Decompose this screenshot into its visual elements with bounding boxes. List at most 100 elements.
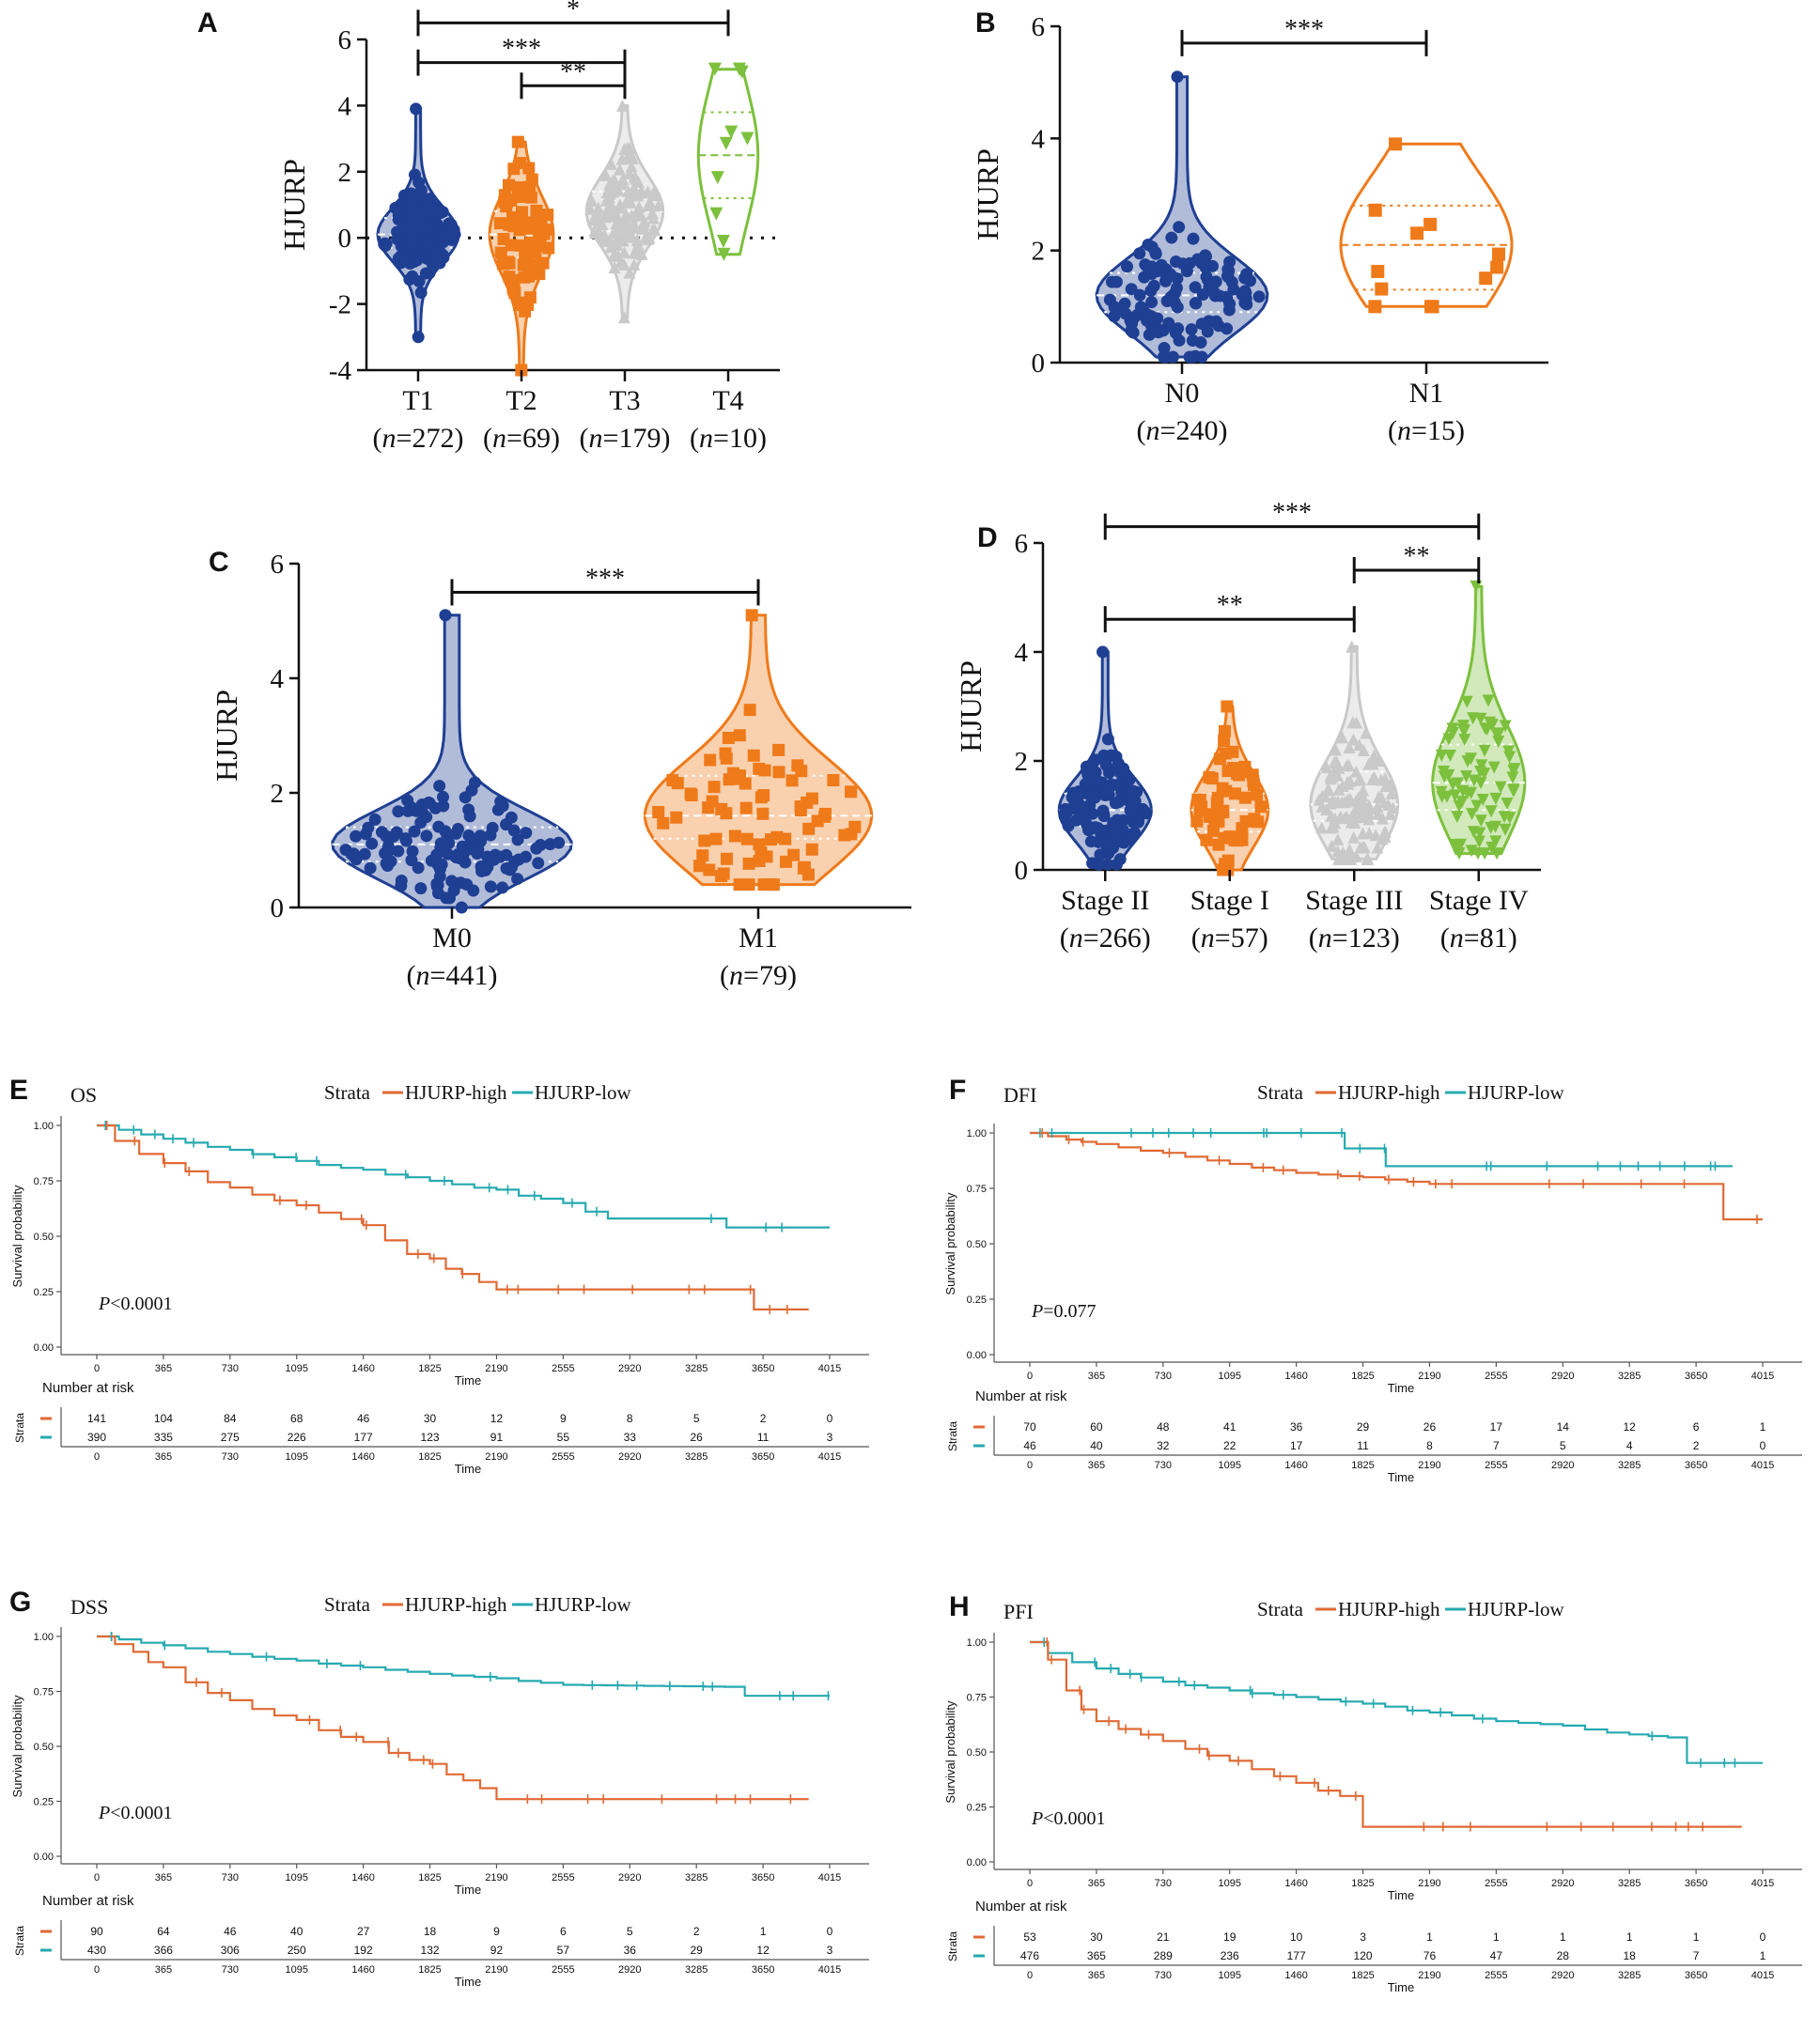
data-point <box>419 202 432 215</box>
data-point <box>1216 782 1229 795</box>
data-point <box>1210 815 1223 829</box>
data-point <box>1442 768 1455 782</box>
data-point <box>1088 791 1101 804</box>
data-point <box>1140 807 1153 820</box>
data-point <box>392 209 405 222</box>
data-point <box>1371 264 1385 278</box>
data-point <box>1458 734 1471 747</box>
y-axis-label: HJURP <box>971 148 1004 240</box>
x-tick-label: 2920 <box>618 1872 641 1884</box>
y-tick-label: 0.50 <box>34 1742 54 1753</box>
panel-letter: C <box>209 547 229 578</box>
data-point <box>595 229 608 242</box>
data-point <box>1223 830 1237 844</box>
data-point <box>448 228 461 241</box>
data-point <box>1385 786 1398 799</box>
risk-count-low: 192 <box>354 1944 373 1957</box>
data-point <box>444 218 458 231</box>
data-point <box>646 208 659 221</box>
data-point <box>1190 814 1204 828</box>
data-point <box>708 781 721 794</box>
data-point <box>627 221 640 234</box>
data-point <box>743 704 756 717</box>
data-point <box>827 774 840 787</box>
risk-x-tick-label: 1825 <box>1351 1460 1374 1471</box>
data-point <box>1446 726 1459 739</box>
group-count-label: (n=79) <box>720 960 797 991</box>
risk-count-low: 3 <box>827 1431 833 1444</box>
data-point <box>1206 825 1220 838</box>
data-point <box>1501 797 1514 810</box>
risk-count-low: 40 <box>1090 1439 1103 1452</box>
data-point <box>1221 863 1235 876</box>
data-point <box>618 214 631 227</box>
data-point <box>1357 841 1370 854</box>
risk-x-tick-label: 2190 <box>1418 1970 1440 1981</box>
data-point <box>708 62 722 76</box>
data-point <box>1372 807 1385 820</box>
data-point <box>496 881 509 894</box>
risk-count-low: 17 <box>1290 1439 1303 1452</box>
data-point <box>1340 759 1353 772</box>
data-point <box>1165 231 1178 244</box>
risk-count-high: 27 <box>357 1925 370 1938</box>
data-point <box>1172 322 1185 335</box>
data-point <box>498 189 511 202</box>
risk-count-high: 9 <box>493 1925 500 1938</box>
data-point <box>432 820 445 833</box>
data-point <box>1368 300 1382 314</box>
data-point <box>706 795 719 808</box>
risk-count-high: 30 <box>1090 1930 1103 1944</box>
risk-count-low: 8 <box>1426 1439 1433 1452</box>
data-point <box>709 832 723 845</box>
risk-count-low: 18 <box>1624 1949 1637 1962</box>
group-count-label: (n=272) <box>373 423 464 454</box>
data-point <box>1113 766 1127 779</box>
x-tick-label: 730 <box>1155 1878 1172 1889</box>
data-point <box>1470 799 1484 813</box>
legend-title: Strata <box>1257 1598 1304 1620</box>
risk-count-low: 132 <box>421 1944 440 1957</box>
data-point <box>1490 260 1504 274</box>
y-tick-label: -2 <box>329 290 351 320</box>
x-tick-label: 0 <box>1027 1878 1033 1889</box>
data-point <box>609 249 622 262</box>
data-point <box>584 202 598 215</box>
data-point <box>1346 640 1359 653</box>
risk-count-high: 2 <box>693 1925 700 1938</box>
data-point <box>1366 757 1379 770</box>
y-axis-label: Survival probability <box>10 1185 24 1288</box>
data-point <box>1507 765 1520 778</box>
risk-count-high: 26 <box>1423 1420 1437 1434</box>
data-point <box>414 286 428 299</box>
data-point <box>404 202 417 215</box>
survival-panel-E: E OS Strata HJURP-high HJURP-low 0.00 0.25 0.50… <box>9 1075 869 1476</box>
x-tick-label: 1095 <box>285 1363 307 1374</box>
x-tick-label: 2190 <box>485 1363 507 1374</box>
x-tick-label: 4015 <box>818 1363 841 1374</box>
data-point <box>1081 776 1094 789</box>
data-point <box>1072 785 1085 798</box>
risk-x-tick-label: 2190 <box>485 1451 507 1463</box>
risk-count-high: 0 <box>1760 1930 1766 1944</box>
x-tick-label: 2920 <box>1551 1371 1574 1382</box>
x-tick-label: 4015 <box>1751 1371 1774 1382</box>
data-point <box>1201 325 1214 338</box>
data-point <box>468 776 481 789</box>
data-point <box>599 169 613 182</box>
y-tick-label: 0 <box>1015 856 1029 886</box>
risk-count-high: 19 <box>1223 1930 1237 1944</box>
significance-label: ** <box>1404 542 1430 571</box>
data-point <box>1470 580 1483 593</box>
data-point <box>606 174 619 187</box>
data-point <box>772 743 786 756</box>
legend-title: Strata <box>324 1593 371 1616</box>
risk-table-title: Number at risk <box>975 1388 1067 1404</box>
x-tick-label: Stage II <box>1061 885 1149 916</box>
data-point <box>848 820 862 833</box>
data-point <box>362 821 375 834</box>
risk-strata-label: Strata <box>13 1926 26 1956</box>
data-point <box>1503 812 1517 825</box>
data-point <box>1474 712 1487 725</box>
data-point <box>733 878 746 891</box>
